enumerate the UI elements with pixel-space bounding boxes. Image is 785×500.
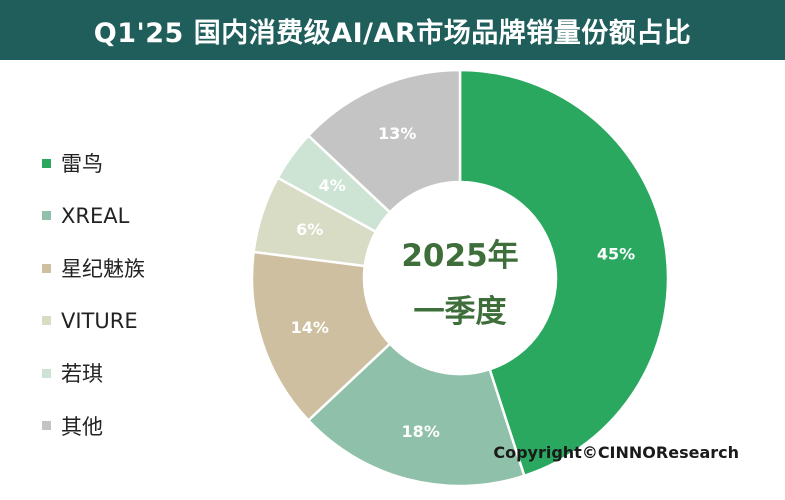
legend-label: 星纪魅族 [61,257,145,281]
data-label: 4% [319,176,346,195]
data-label: 14% [291,318,329,337]
legend-item-others: 其他 [42,413,192,439]
legend-swatch [42,421,51,430]
legend-swatch [42,263,51,273]
center-label-line1: 2025年 [401,238,518,274]
legend-label: 雷鸟 [61,152,103,176]
legend-label: 若琪 [61,362,103,386]
chart-area: 45% 18% 14% 6% 4% 13% 2025年 一季度 [0,60,785,496]
legend-label: 其他 [61,414,103,439]
legend-label: XREAL [61,203,130,228]
legend-swatch [42,316,51,325]
legend-label: VITURE [61,308,138,333]
legend: 雷鸟 XREAL 星纪魅族 VITURE 若琪 其他 [42,150,192,465]
donut-slices [250,68,670,488]
data-label: 18% [402,422,440,441]
title-bar: Q1'25 国内消费级AI/AR市场品牌销量份额占比 [0,0,785,60]
legend-item-leiniao: 雷鸟 [42,150,192,176]
legend-item-xingji-meizu: 星纪魅族 [42,255,192,281]
legend-swatch [42,368,51,378]
data-label: 6% [296,220,323,239]
slice-others [306,68,462,215]
center-label-line2: 一季度 [414,294,507,330]
legend-item-viture: VITURE [42,308,192,334]
chart-title: Q1'25 国内消费级AI/AR市场品牌销量份额占比 [93,17,692,49]
legend-swatch [42,158,51,168]
data-label: 13% [378,124,416,143]
slice-xingji-meizu [250,250,392,423]
copyright-text: Copyright©CINNOResearch [493,443,739,462]
donut-chart: 45% 18% 14% 6% 4% 13% 2025年 一季度 [250,68,670,488]
data-label: 45% [597,244,635,263]
legend-item-xreal: XREAL [42,203,192,229]
legend-swatch [42,211,51,220]
slice-xreal [306,341,526,488]
slice-leiniao [458,68,670,478]
legend-item-ruoqi: 若琪 [42,360,192,386]
data-labels: 45% 18% 14% 6% 4% 13% [291,124,636,441]
